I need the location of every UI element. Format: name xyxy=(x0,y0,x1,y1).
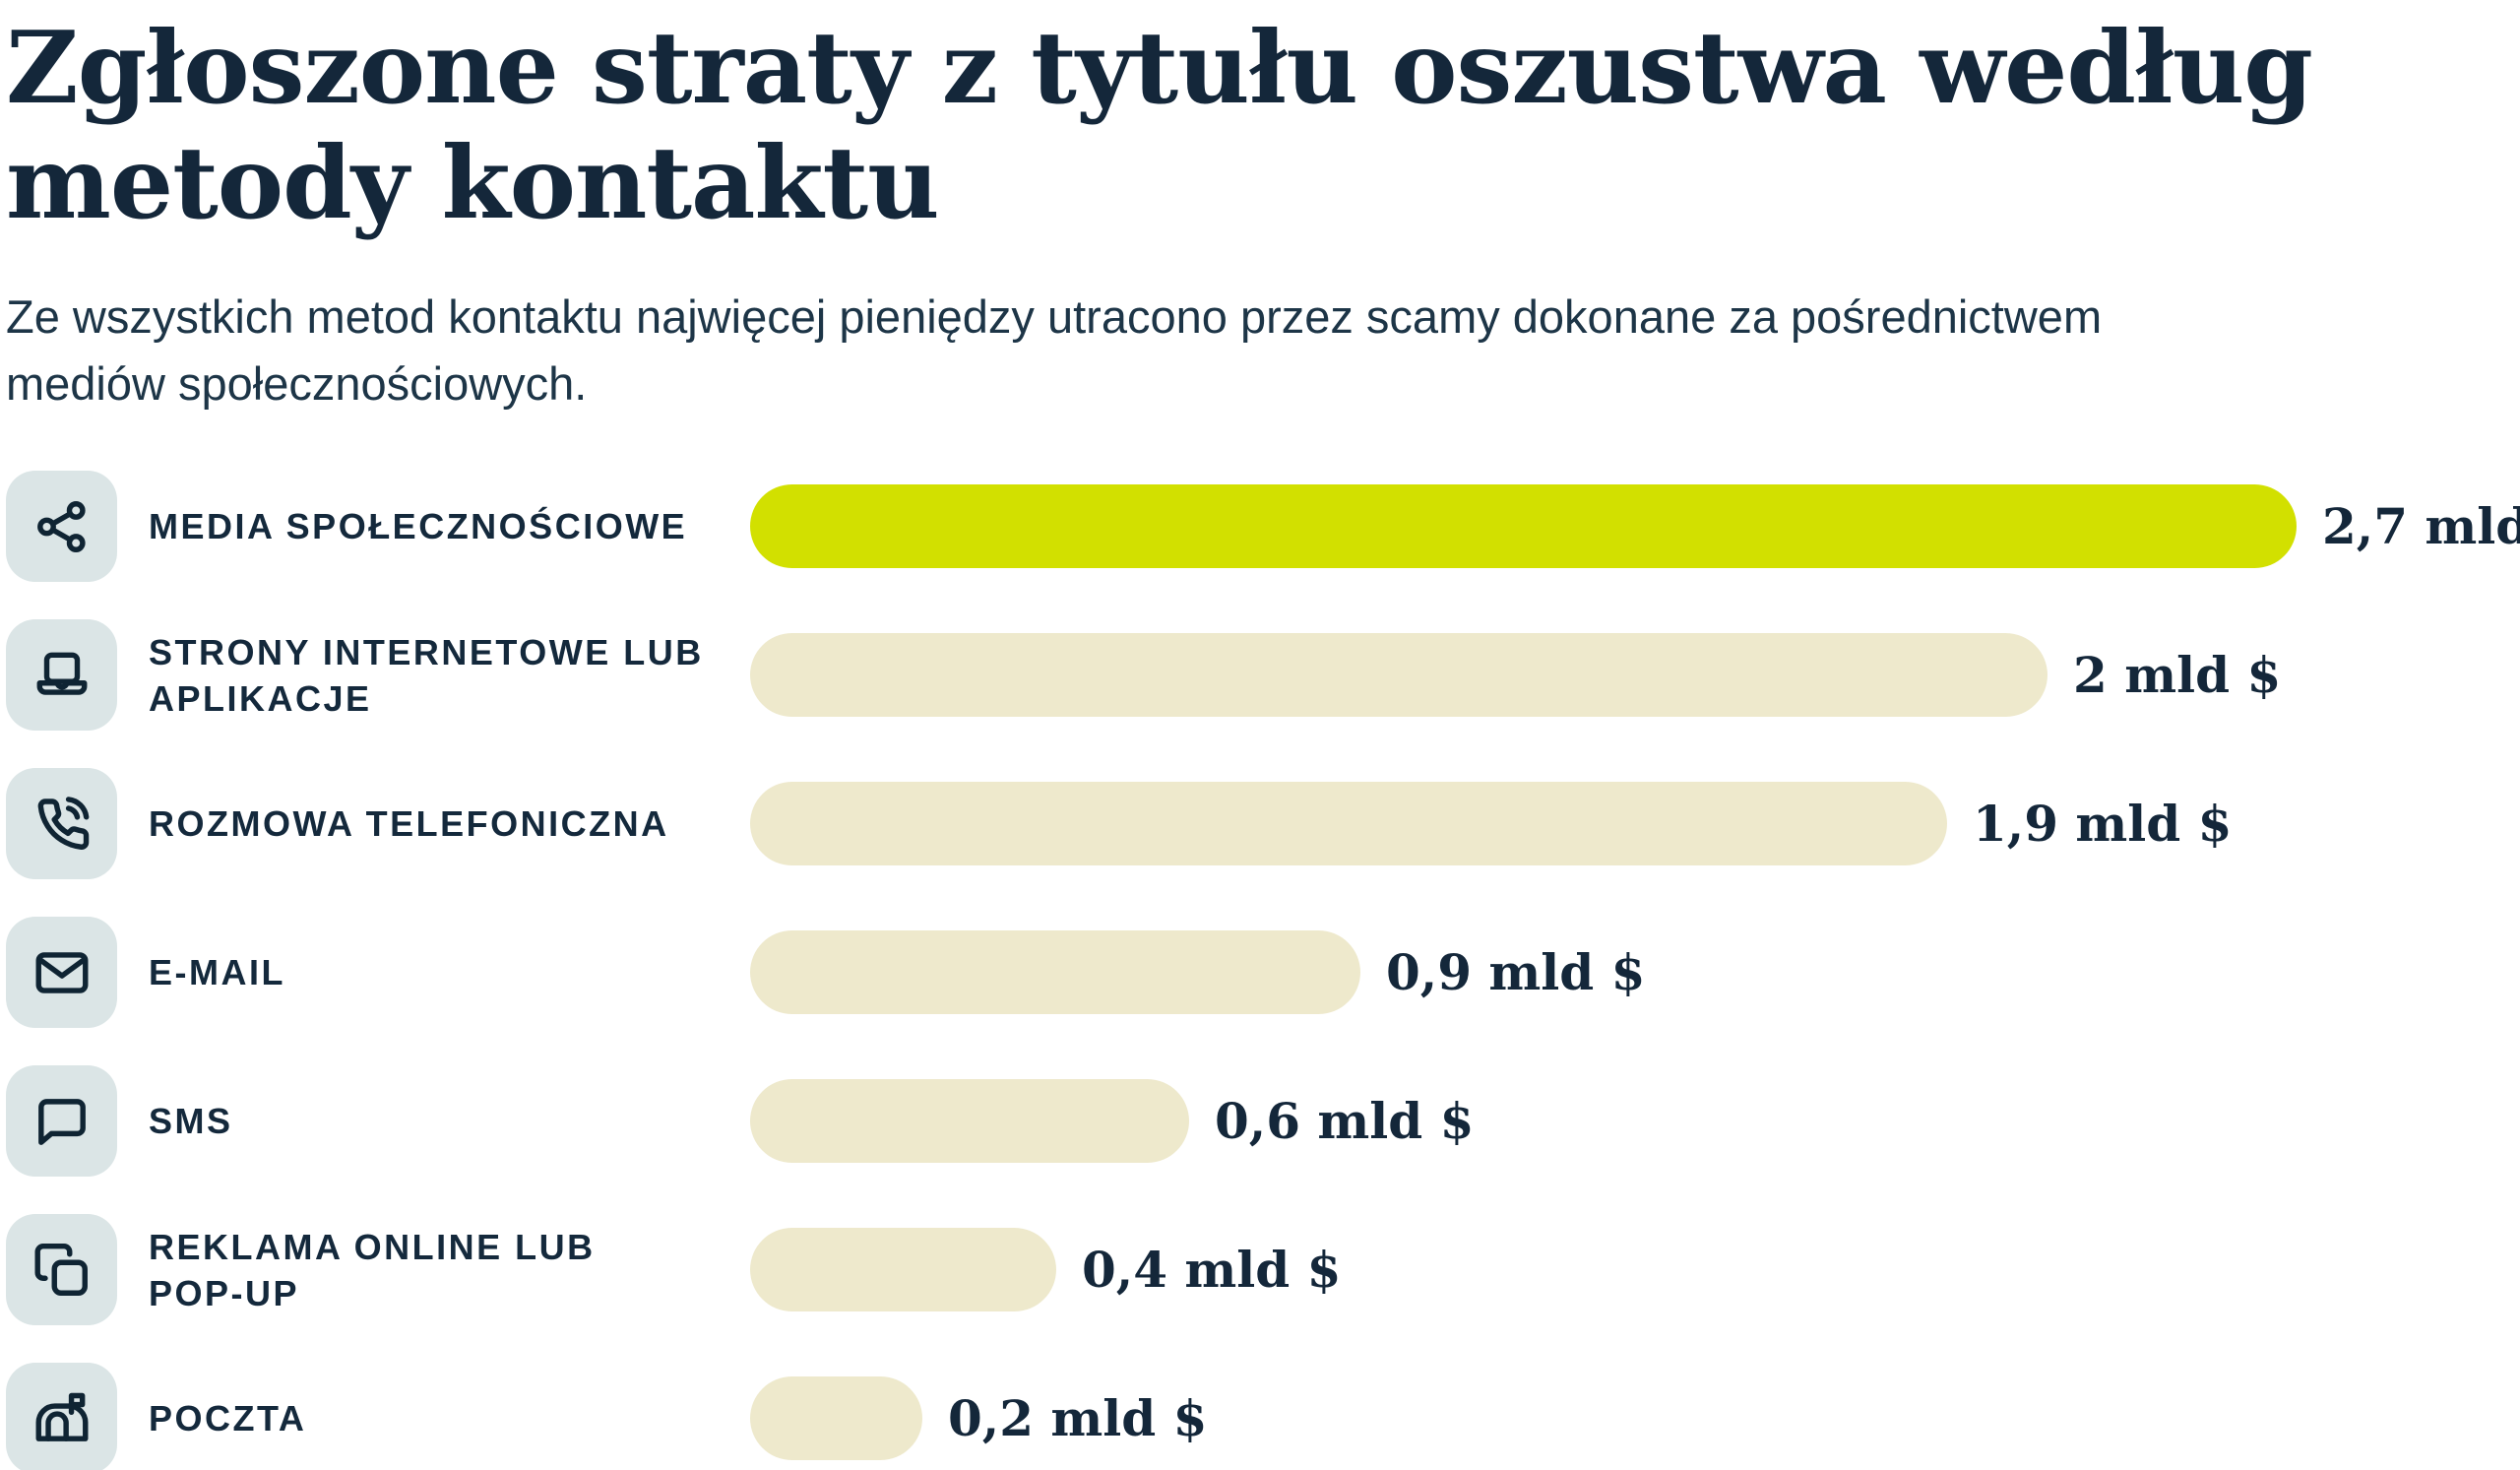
page-title: Zgłoszone straty z tytułu oszustwa wedłu… xyxy=(6,9,2313,241)
bar-area: 2 mld $ xyxy=(750,633,2281,717)
category-label: MEDIA SPOŁECZNOŚCIOWE xyxy=(149,506,688,546)
bar xyxy=(750,1376,922,1460)
share-icon xyxy=(32,496,93,557)
icon-tile xyxy=(6,471,117,582)
bar-area: 2,7 mld $ xyxy=(750,484,2520,568)
chart-row: SMS 0,6 mld $ xyxy=(6,1065,2520,1177)
bar xyxy=(750,782,1947,865)
icon-tile xyxy=(6,619,117,731)
bar xyxy=(750,1079,1189,1163)
bar-area: 0,4 mld $ xyxy=(750,1228,1341,1311)
icon-tile xyxy=(6,768,117,879)
bar xyxy=(750,633,2048,717)
value-label: 0,6 mld $ xyxy=(1215,1092,1475,1150)
category-label: ROZMOWA TELEFONICZNA xyxy=(149,803,669,844)
category-label: STRONY INTERNETOWE LUB APLIKACJE xyxy=(149,631,704,719)
bar xyxy=(750,484,2297,568)
chat-bubble-icon xyxy=(32,1091,93,1152)
icon-tile xyxy=(6,1363,117,1470)
value-label: 0,2 mld $ xyxy=(948,1389,1208,1447)
bar-chart: MEDIA SPOŁECZNOŚCIOWE 2,7 mld $ STRONY I… xyxy=(6,471,2520,1470)
bar-area: 0,9 mld $ xyxy=(750,930,1645,1014)
chart-row: E-MAIL 0,9 mld $ xyxy=(6,917,2520,1028)
value-label: 0,9 mld $ xyxy=(1386,943,1646,1001)
icon-tile xyxy=(6,917,117,1028)
icon-tile xyxy=(6,1214,117,1325)
value-label: 1,9 mld $ xyxy=(1973,795,2233,853)
category-label: E-MAIL xyxy=(149,952,285,992)
phone-call-icon xyxy=(32,794,93,855)
laptop-icon xyxy=(32,645,93,706)
chart-row: MEDIA SPOŁECZNOŚCIOWE 2,7 mld $ xyxy=(6,471,2520,582)
popup-windows-icon xyxy=(32,1240,93,1301)
category-label: SMS xyxy=(149,1101,233,1141)
bar-area: 1,9 mld $ xyxy=(750,782,2232,865)
bar-area: 0,6 mld $ xyxy=(750,1079,1474,1163)
page-subtitle: Ze wszystkich metod kontaktu najwięcej p… xyxy=(6,290,2103,410)
value-label: 2,7 mld $ xyxy=(2322,497,2520,555)
chart-row: POCZTA 0,2 mld $ xyxy=(6,1363,2520,1470)
icon-tile xyxy=(6,1065,117,1177)
mail-icon xyxy=(32,942,93,1003)
category-label: POCZTA xyxy=(149,1398,307,1438)
value-label: 2 mld $ xyxy=(2073,646,2282,704)
chart-row: STRONY INTERNETOWE LUB APLIKACJE 2 mld $ xyxy=(6,619,2520,731)
mailbox-icon xyxy=(32,1388,93,1449)
bar-area: 0,2 mld $ xyxy=(750,1376,1207,1460)
bar xyxy=(750,930,1360,1014)
value-label: 0,4 mld $ xyxy=(1082,1241,1342,1299)
bar xyxy=(750,1228,1056,1311)
chart-row: ROZMOWA TELEFONICZNA 1,9 mld $ xyxy=(6,768,2520,879)
chart-row: REKLAMA ONLINE LUB POP-UP 0,4 mld $ xyxy=(6,1214,2520,1325)
category-label: REKLAMA ONLINE LUB POP-UP xyxy=(149,1226,596,1313)
